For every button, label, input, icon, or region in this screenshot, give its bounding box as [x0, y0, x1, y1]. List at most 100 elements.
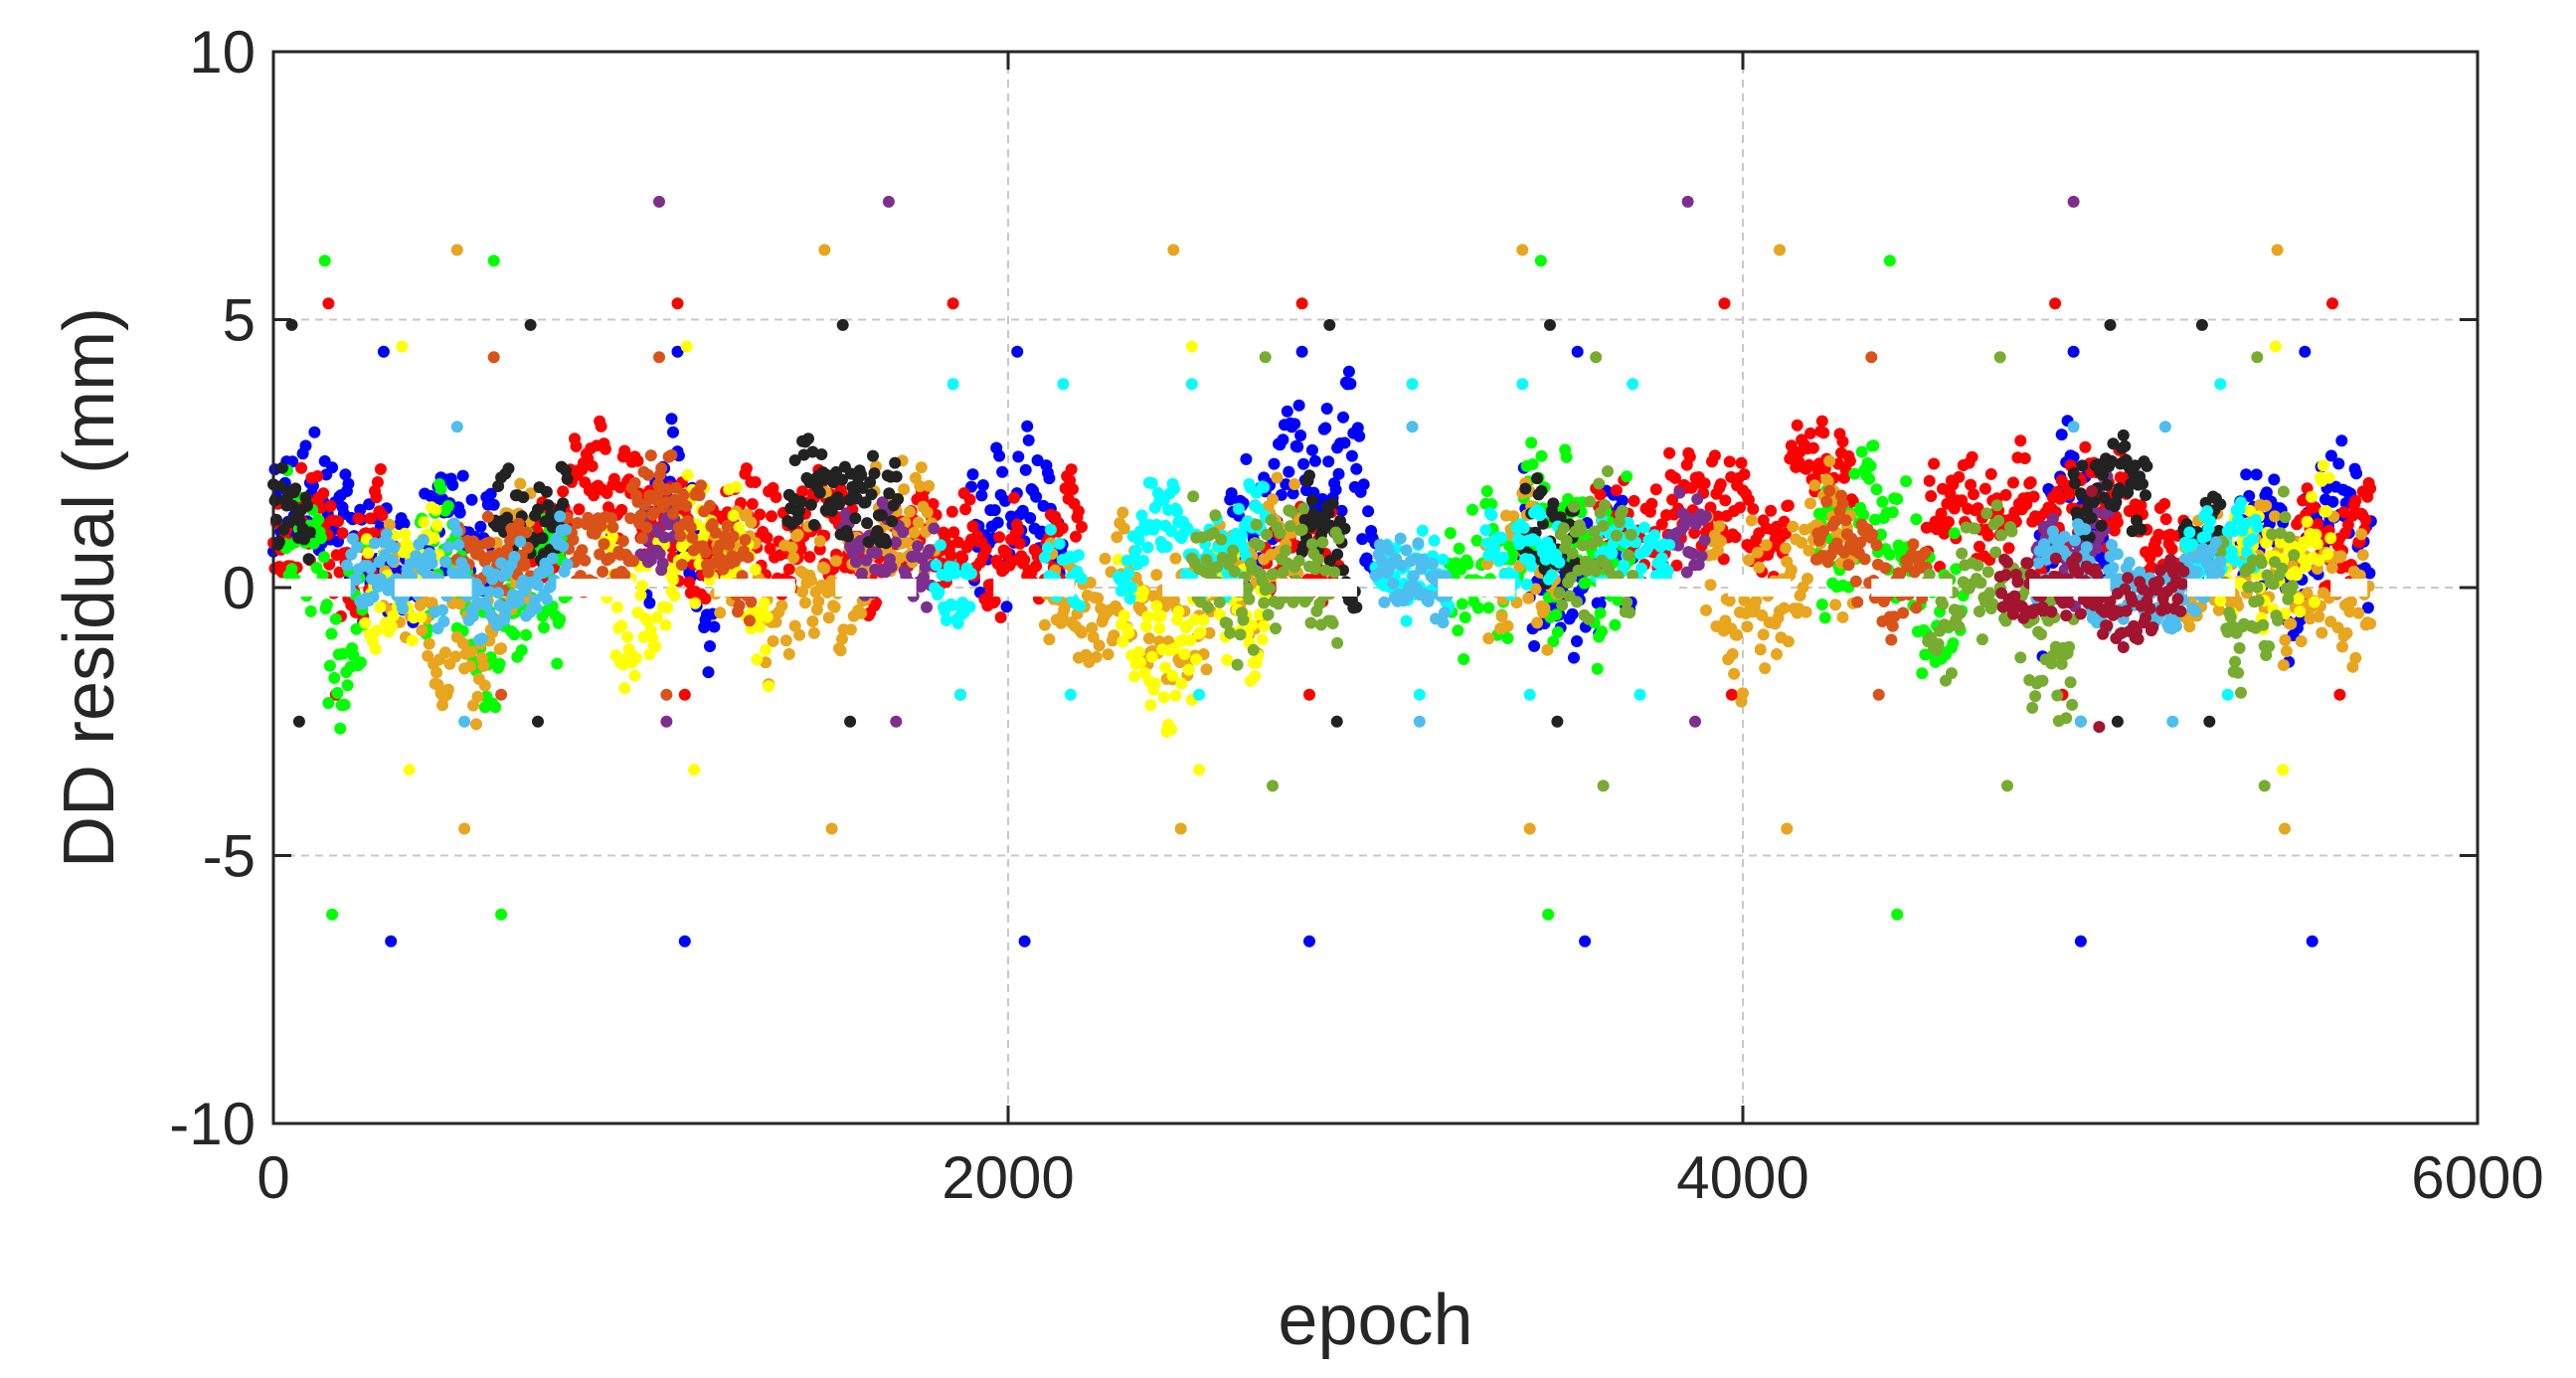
data-point — [1412, 537, 1425, 550]
data-point — [2166, 715, 2179, 728]
data-point — [2164, 554, 2177, 566]
data-point — [993, 449, 1006, 462]
data-point — [606, 521, 619, 534]
data-point — [1568, 651, 1580, 664]
data-point — [2291, 569, 2304, 582]
data-point — [2129, 459, 2142, 472]
data-point — [576, 544, 589, 557]
data-point — [1213, 608, 1226, 620]
data-point — [1294, 430, 1307, 441]
data-point — [1916, 667, 1929, 680]
data-point — [2286, 580, 2299, 593]
data-point — [730, 480, 743, 493]
data-point — [1416, 524, 1429, 537]
zero-dash — [1871, 579, 1953, 597]
data-point — [661, 602, 674, 614]
data-point — [1406, 378, 1419, 391]
data-point — [2101, 478, 2114, 491]
data-point — [1645, 497, 1658, 510]
data-point — [2203, 715, 2216, 728]
data-point — [474, 584, 487, 597]
data-point — [2120, 604, 2133, 617]
data-point — [1236, 529, 1248, 542]
data-point — [1267, 493, 1279, 506]
data-point — [2014, 434, 2027, 447]
data-point — [1734, 501, 1746, 514]
data-point — [615, 503, 628, 516]
data-point — [1785, 564, 1798, 577]
data-point — [627, 555, 640, 568]
data-point — [1019, 463, 1032, 476]
data-point — [1966, 450, 1978, 463]
data-point — [1864, 459, 1877, 472]
data-point — [1820, 495, 1833, 508]
data-point — [1610, 529, 1623, 542]
data-point — [2277, 485, 2290, 498]
data-point — [1723, 455, 1736, 468]
data-point — [477, 659, 490, 672]
data-point — [1544, 318, 1556, 331]
data-point — [1729, 531, 1742, 544]
data-point — [675, 559, 688, 571]
data-point — [1655, 518, 1668, 531]
data-point — [1277, 566, 1289, 579]
data-point — [2204, 515, 2216, 528]
data-point — [1865, 351, 1878, 364]
data-point — [775, 600, 788, 612]
data-point — [2304, 612, 2317, 625]
data-point — [1249, 670, 1262, 683]
data-point — [745, 596, 758, 608]
data-point — [1111, 531, 1123, 544]
data-point — [1413, 715, 1426, 728]
data-point — [530, 602, 543, 614]
data-point — [1288, 478, 1301, 490]
data-point — [436, 603, 448, 616]
zero-dash — [280, 579, 351, 597]
data-point — [1956, 494, 1969, 507]
data-point — [1791, 419, 1803, 431]
data-point — [2276, 562, 2289, 575]
data-point — [1628, 494, 1640, 507]
data-point — [1488, 543, 1501, 556]
data-point — [868, 467, 881, 480]
data-point — [557, 540, 570, 553]
data-point — [1271, 471, 1284, 484]
data-point — [2007, 476, 2019, 489]
data-point — [699, 593, 712, 605]
y-tick-label: -5 — [203, 823, 256, 890]
data-point — [647, 506, 660, 519]
data-point — [1181, 522, 1194, 535]
data-point — [2064, 676, 2077, 689]
zero-dash — [1728, 579, 1792, 597]
data-point — [914, 480, 927, 493]
data-point — [1129, 544, 1142, 557]
data-point — [536, 532, 549, 545]
data-point — [1594, 488, 1607, 501]
data-point — [1357, 478, 1370, 491]
data-point — [653, 548, 666, 561]
data-point — [2255, 557, 2268, 570]
data-point — [940, 613, 952, 626]
zero-dash — [2330, 579, 2368, 597]
data-point — [1571, 635, 1583, 647]
data-point — [1295, 297, 1308, 310]
zero-dash — [394, 579, 472, 597]
data-point — [453, 598, 466, 610]
data-point — [458, 562, 471, 575]
data-point — [2221, 688, 2234, 701]
data-point — [2250, 468, 2263, 481]
data-point — [2069, 477, 2081, 489]
data-point — [1704, 579, 1717, 592]
data-point — [1782, 635, 1795, 648]
data-point — [1185, 378, 1198, 391]
data-point — [935, 539, 946, 552]
data-point — [667, 574, 679, 586]
data-point — [1738, 468, 1751, 481]
data-point — [2086, 485, 2098, 497]
data-point — [315, 532, 327, 545]
data-point — [1879, 562, 1892, 575]
data-point — [749, 563, 762, 576]
data-point — [2299, 345, 2312, 358]
data-point — [2235, 496, 2247, 509]
data-point — [1281, 405, 1293, 418]
